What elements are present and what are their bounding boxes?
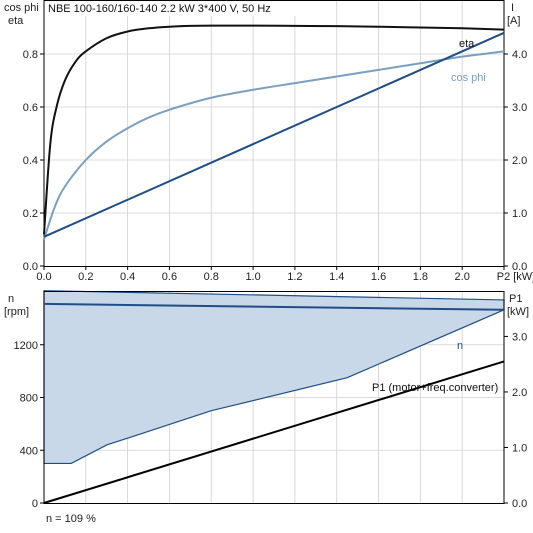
right-tick-label: 3.0 bbox=[512, 102, 527, 114]
x-tick-label: 0.2 bbox=[78, 271, 93, 283]
speed-range-band bbox=[43, 290, 505, 465]
right-tick-label: 2.0 bbox=[512, 387, 527, 399]
bottom-left-axis-ticks: 0 400 800 1200 bbox=[14, 340, 44, 510]
bottom-right-axis-label-1: P1 bbox=[509, 293, 522, 305]
x-tick-label: 1.8 bbox=[413, 271, 428, 283]
bottom-chart: 0 400 800 1200 0.0 1.0 2.0 3.0 n [rpm] P1 [kW]… bbox=[4, 290, 529, 510]
right-tick-label: 4.0 bbox=[512, 49, 527, 61]
x-tick-label: 0.0 bbox=[36, 271, 51, 283]
x-tick-label: 1.2 bbox=[287, 271, 302, 283]
x-tick-label: 0.8 bbox=[204, 271, 219, 283]
top-x-axis-ticks: 0.0 0.2 0.4 0.6 0.8 1.0 1.2 1.4 1.6 1.8 2.0 P2 [kW] bbox=[36, 266, 533, 283]
right-tick-label: 1.0 bbox=[512, 442, 527, 454]
speed-percent-note: n = 109 % bbox=[46, 513, 96, 525]
left-tick-label: 0.2 bbox=[23, 208, 38, 220]
left-tick-label: 0.4 bbox=[23, 155, 38, 167]
x-tick-label: 1.6 bbox=[371, 271, 386, 283]
left-tick-label: 1200 bbox=[14, 340, 38, 352]
bottom-left-axis-label-1: n bbox=[8, 293, 14, 305]
bottom-left-axis-label-2: [rpm] bbox=[4, 306, 29, 318]
x-tick-label: 1.0 bbox=[245, 271, 260, 283]
x-tick-label: 2.0 bbox=[455, 271, 470, 283]
series-line-eta bbox=[43, 24, 505, 235]
x-tick-label: 1.4 bbox=[329, 271, 344, 283]
top-right-axis-label-1: I bbox=[511, 2, 514, 14]
series-label-eta: eta bbox=[459, 38, 475, 50]
bottom-right-axis-label-2: [kW] bbox=[507, 306, 529, 318]
right-tick-label: 3.0 bbox=[512, 331, 527, 343]
chart-title: NBE 100-160/160-140 2.2 kW 3*400 V, 50 H… bbox=[48, 3, 271, 15]
left-tick-label: 0.0 bbox=[23, 261, 38, 273]
top-chart-frame bbox=[43, 0, 505, 267]
top-left-axis-label-2: eta bbox=[8, 15, 24, 27]
top-left-axis-label-1: cos phi bbox=[4, 2, 39, 14]
left-tick-label: 400 bbox=[20, 445, 38, 457]
series-line-cos-phi bbox=[43, 50, 505, 240]
x-tick-label: 0.4 bbox=[120, 271, 135, 283]
left-tick-label: 0.8 bbox=[23, 49, 38, 61]
series-label-n: n bbox=[457, 340, 463, 352]
bottom-right-axis-ticks: 0.0 1.0 2.0 3.0 bbox=[504, 331, 527, 510]
top-right-axis-ticks: 0.0 1.0 2.0 3.0 4.0 bbox=[504, 49, 527, 273]
top-chart: NBE 100-160/160-140 2.2 kW 3*400 V, 50 H… bbox=[4, 0, 533, 283]
x-tick-label: P2 [kW] bbox=[497, 271, 533, 283]
series-line-current bbox=[43, 31, 505, 238]
top-left-axis-ticks: 0.0 0.2 0.4 0.6 0.8 bbox=[23, 49, 44, 273]
series-label-p1: P1 (motor+freq.converter) bbox=[372, 382, 498, 394]
title-box bbox=[45, 1, 303, 16]
left-tick-label: 0.6 bbox=[23, 102, 38, 114]
x-tick-label: 0.6 bbox=[162, 271, 177, 283]
left-tick-label: 0 bbox=[32, 498, 38, 510]
right-tick-label: 2.0 bbox=[512, 155, 527, 167]
series-label-cos-phi: cos phi bbox=[451, 72, 486, 84]
right-tick-label: 1.0 bbox=[512, 208, 527, 220]
top-right-axis-label-2: [A] bbox=[507, 15, 520, 27]
right-tick-label: 0.0 bbox=[512, 261, 527, 273]
series-line-p1 bbox=[43, 360, 505, 504]
top-chart-grid bbox=[44, 1, 504, 266]
left-tick-label: 800 bbox=[20, 393, 38, 405]
right-tick-label: 0.0 bbox=[512, 498, 527, 510]
series-line-speed bbox=[43, 302, 505, 311]
